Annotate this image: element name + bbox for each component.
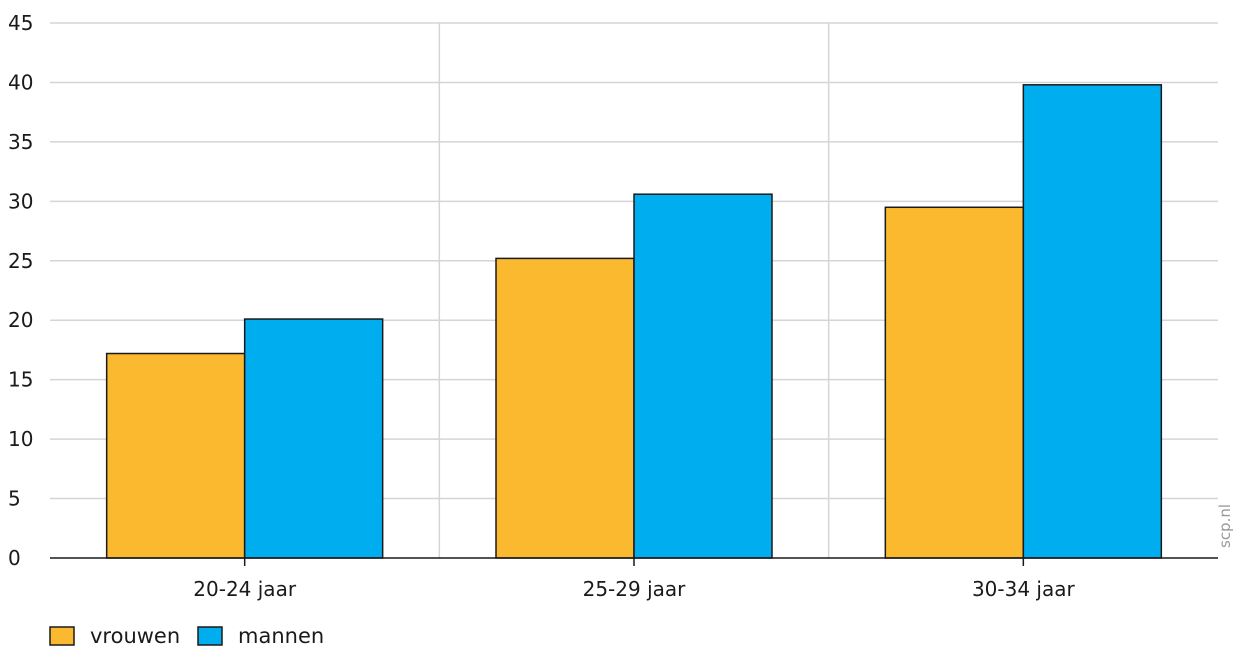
bar-vrouwen [495, 257, 635, 559]
bar-vrouwen [884, 206, 1025, 559]
y-tick-label: 20 [8, 308, 33, 332]
y-tick-label: 35 [8, 130, 33, 154]
bars [105, 84, 1163, 559]
y-tick-label: 10 [8, 427, 33, 451]
y-tick-label: 30 [8, 189, 33, 213]
axes: 0 5 10 15 20 25 30 35 40 45 20-24 jaar 25-29 jaar 30… [8, 11, 1218, 601]
x-tick-label: 20-24 jaar [193, 577, 297, 601]
y-tick-label: 25 [8, 249, 33, 273]
legend: vrouwen mannen [49, 624, 324, 648]
bar-mannen [1022, 84, 1163, 559]
watermark-text: scp.nl [1216, 504, 1234, 548]
legend-swatch-mannen [197, 626, 223, 646]
x-tick-label: 30-34 jaar [972, 577, 1076, 601]
x-tick-label: 25-29 jaar [583, 577, 687, 601]
bar-mannen [633, 193, 773, 559]
legend-label-mannen: mannen [238, 624, 324, 648]
legend-label-vrouwen: vrouwen [90, 624, 180, 648]
bar-mannen [243, 318, 384, 559]
bar-vrouwen [105, 352, 246, 559]
y-tick-label: 5 [8, 487, 21, 511]
y-tick-label: 15 [8, 368, 33, 392]
y-tick-label: 40 [8, 70, 33, 94]
legend-swatch-vrouwen [49, 626, 75, 646]
y-tick-label: 45 [8, 11, 33, 35]
y-tick-label: 0 [8, 546, 21, 570]
